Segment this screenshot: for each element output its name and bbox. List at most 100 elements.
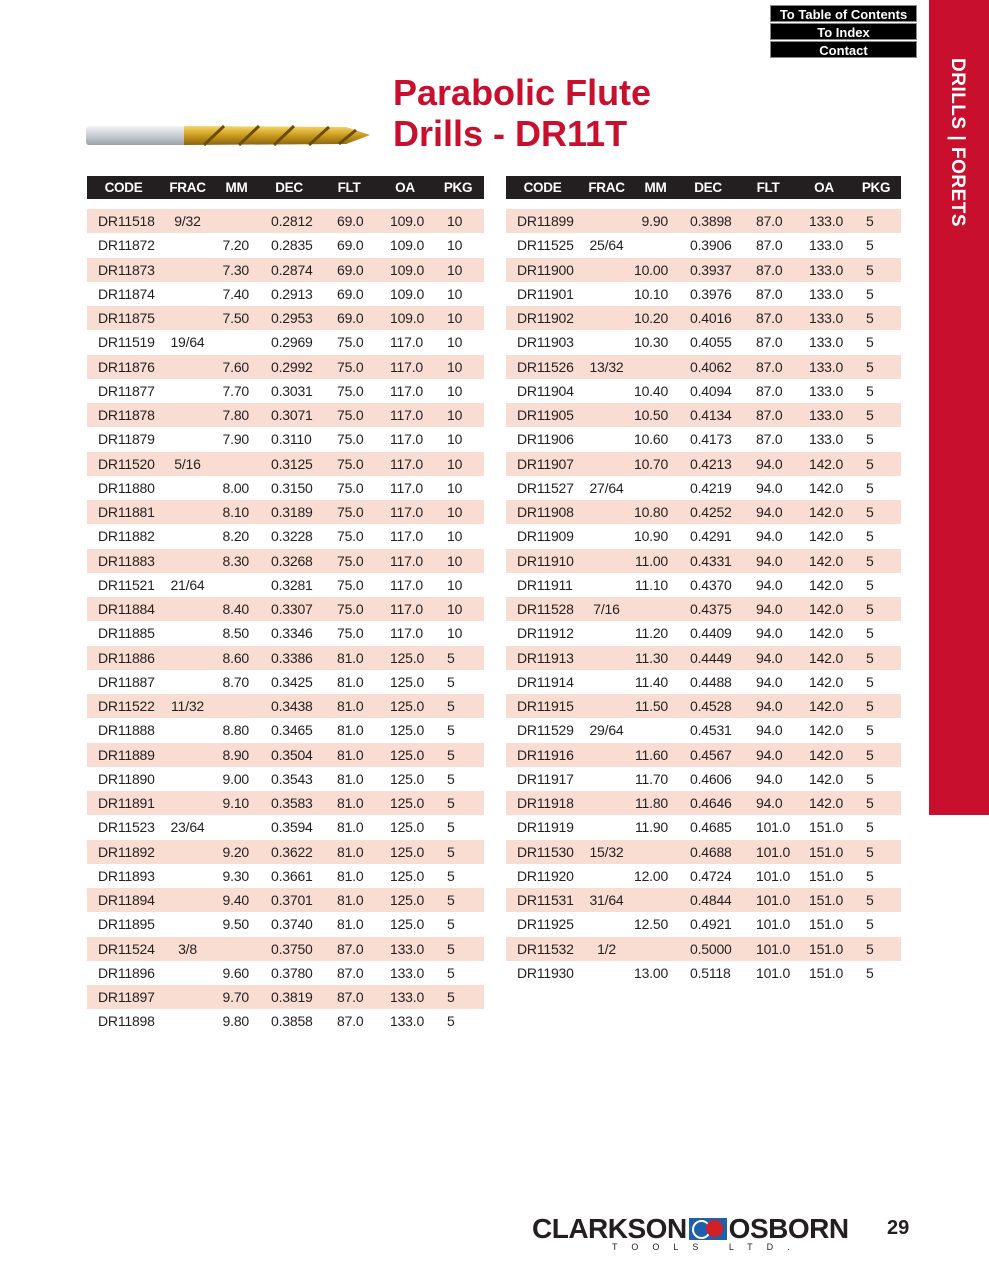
cell-mm: 9.60 [222, 964, 250, 981]
cell-code: DR11527 [517, 479, 574, 496]
cell-pkg: 5 [866, 625, 874, 642]
cell-code: DR11883 [87, 548, 160, 573]
logo-subtitle: TOOLS LTD. [612, 1242, 804, 1252]
cell-pkg: 10 [447, 528, 463, 545]
cell-oa: 151.0 [797, 936, 851, 961]
cell-dec: 0.4567 [677, 742, 739, 767]
cell-mm: 7.50 [215, 306, 258, 331]
cell-oa: 117.0 [390, 382, 423, 399]
table-of-contents-link[interactable]: To Table of Contents [770, 5, 917, 22]
cell-frac: 5/16 [160, 451, 215, 476]
cell-frac [160, 888, 215, 913]
cell-mm: 10.90 [634, 528, 669, 545]
cell-flt: 81.0 [337, 770, 364, 787]
cell-frac [160, 427, 215, 451]
cell-frac [160, 476, 215, 500]
table-row: DR11522 11/32 0.3438 81.0 125.0 5 [87, 694, 484, 719]
contact-link[interactable]: Contact [770, 41, 917, 58]
table-row: DR11886 8.60 0.3386 81.0 125.0 5 [87, 645, 484, 670]
cell-pkg: 5 [447, 770, 455, 787]
cell-flt: 87.0 [739, 354, 797, 379]
cell-frac [579, 379, 634, 403]
left-product-table: CODE FRAC MM DEC FLT OA PKG DR11518 9/32 0… [87, 176, 484, 1034]
cell-mm [634, 839, 677, 864]
cell-pkg: 5 [432, 645, 484, 670]
cell-mm: 9.00 [222, 770, 250, 787]
cell-oa: 133.0 [378, 936, 432, 961]
cell-frac [579, 573, 634, 597]
title-line-1: Parabolic Flute [393, 72, 652, 113]
cell-mm: 9.70 [215, 985, 258, 1010]
cell-mm: 7.80 [215, 403, 258, 428]
table-row: DR11894 9.40 0.3701 81.0 125.0 5 [87, 888, 484, 913]
section-side-tab: DRILLS | FORETS [929, 0, 989, 815]
table-row: DR11527 27/64 0.4219 94.0 142.0 5 [506, 476, 901, 500]
cell-flt: 81.0 [337, 722, 364, 739]
cell-pkg: 5 [866, 819, 874, 836]
cell-oa: 109.0 [378, 209, 432, 234]
cell-oa: 109.0 [390, 237, 425, 254]
cell-mm: 11.20 [635, 625, 668, 642]
cell-frac [579, 621, 634, 645]
cell-dec: 0.3594 [271, 819, 313, 836]
cell-oa: 109.0 [378, 257, 432, 282]
cell-flt: 87.0 [756, 431, 783, 448]
table-row: DR11892 9.20 0.3622 81.0 125.0 5 [87, 839, 484, 864]
cell-frac [579, 961, 634, 985]
cell-pkg: 5 [866, 382, 874, 399]
cell-flt: 101.0 [756, 819, 791, 836]
cell-dec: 0.3071 [258, 403, 320, 428]
cell-mm: 11.40 [635, 673, 668, 690]
cell-pkg: 10 [447, 285, 463, 302]
page-title: Parabolic Flute Drills - DR11T [393, 72, 651, 154]
table-row: DR11905 10.50 0.4134 87.0 133.0 5 [506, 403, 901, 428]
cell-oa: 117.0 [378, 451, 432, 476]
cell-code: DR11905 [506, 403, 579, 428]
cell-code: DR11531 [506, 888, 579, 913]
cell-frac: 27/64 [589, 479, 624, 496]
cell-mm: 7.20 [222, 237, 250, 254]
cell-code: DR11918 [506, 791, 579, 816]
cell-code: DR11881 [87, 500, 160, 525]
cell-dec: 0.3110 [271, 431, 312, 448]
header-oa: OA [378, 176, 432, 199]
cell-frac [160, 621, 215, 645]
cell-pkg: 5 [432, 791, 484, 816]
cell-frac [579, 864, 634, 888]
cell-mm [215, 451, 258, 476]
cell-flt: 81.0 [320, 694, 378, 719]
cell-code: DR11884 [87, 597, 160, 622]
cell-dec: 0.3976 [690, 285, 732, 302]
cell-frac [579, 500, 634, 525]
cell-code: DR11528 [506, 597, 579, 622]
cell-mm [634, 936, 677, 961]
cell-pkg: 5 [447, 964, 455, 981]
cell-oa: 125.0 [390, 819, 425, 836]
cell-mm: 8.40 [215, 597, 258, 622]
cell-flt: 101.0 [756, 964, 791, 981]
cell-flt: 69.0 [320, 209, 378, 234]
cell-dec: 0.2874 [258, 257, 320, 282]
cell-dec: 0.3583 [258, 791, 320, 816]
cell-oa: 142.0 [797, 791, 851, 816]
table-row: DR11875 7.50 0.2953 69.0 109.0 10 [87, 306, 484, 331]
cell-dec: 0.3386 [258, 645, 320, 670]
cell-pkg: 10 [447, 479, 463, 496]
cell-oa: 142.0 [797, 742, 851, 767]
cell-oa: 133.0 [390, 964, 425, 981]
table-row: DR11917 11.70 0.4606 94.0 142.0 5 [506, 767, 901, 791]
cell-pkg: 5 [447, 722, 455, 739]
cell-frac [579, 330, 634, 354]
cell-dec: 0.4094 [690, 382, 732, 399]
cell-pkg: 5 [866, 528, 874, 545]
table-row: DR11884 8.40 0.3307 75.0 117.0 10 [87, 597, 484, 622]
index-link[interactable]: To Index [770, 23, 917, 40]
cell-oa: 142.0 [809, 770, 844, 787]
cell-oa: 125.0 [390, 867, 425, 884]
table-row: DR11903 10.30 0.4055 87.0 133.0 5 [506, 330, 901, 354]
cell-flt: 69.0 [320, 257, 378, 282]
table-row: DR11872 7.20 0.2835 69.0 109.0 10 [87, 233, 484, 257]
table-row: DR11916 11.60 0.4567 94.0 142.0 5 [506, 742, 901, 767]
cell-oa: 125.0 [378, 742, 432, 767]
header-dec: DEC [677, 176, 739, 199]
